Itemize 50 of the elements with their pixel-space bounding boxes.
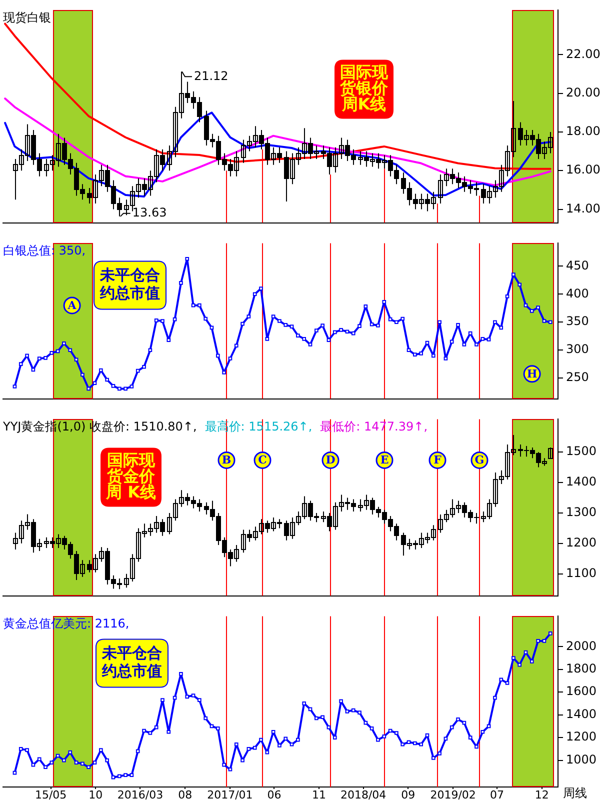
x-tick-label: 2018/04 bbox=[340, 788, 386, 800]
x-tick-label: 07 bbox=[490, 788, 504, 800]
ref-line-label: G bbox=[474, 454, 484, 467]
annotation: 13.63 bbox=[132, 206, 167, 220]
y-tick-label: 1200 bbox=[566, 730, 597, 744]
ref-line-label: E bbox=[380, 454, 389, 467]
y-tick-label: 1400 bbox=[566, 474, 597, 489]
y-tick-label: 2000 bbox=[566, 638, 597, 653]
chart-title: 白银总值: 350, bbox=[3, 243, 86, 258]
ref-line-label: B bbox=[222, 454, 232, 467]
band-label: A bbox=[66, 298, 77, 312]
y-tick-label: 350 bbox=[566, 314, 589, 328]
x-tick-label: 12 bbox=[534, 788, 549, 800]
y-tick-label: 300 bbox=[566, 342, 589, 356]
y-tick-label: 16.00 bbox=[566, 162, 600, 177]
y-tick-label: 1400 bbox=[566, 706, 597, 721]
y-tick-label: 20.00 bbox=[566, 85, 600, 100]
annotation: 国际现货银价周K线 bbox=[339, 62, 389, 114]
chart-title: 现货白银 bbox=[3, 10, 51, 24]
annotation: 未平仓合约总市值 bbox=[99, 266, 160, 302]
x-tick-label: 09 bbox=[401, 788, 416, 800]
annotation: 未平仓合约总市值 bbox=[101, 644, 162, 680]
y-tick-label: 450 bbox=[566, 258, 589, 272]
y-tick-label: 1800 bbox=[566, 662, 597, 676]
y-tick-label: 400 bbox=[566, 286, 589, 300]
x-tick-label: 2019/02 bbox=[430, 788, 476, 800]
y-tick-label: 18.00 bbox=[566, 124, 600, 138]
x-tick-label: 15/05 bbox=[34, 788, 67, 800]
x-tick-label: 10 bbox=[88, 788, 103, 800]
ref-line-label: F bbox=[434, 454, 442, 467]
x-tick-label: 11 bbox=[312, 788, 326, 800]
y-tick-label: 1500 bbox=[566, 444, 597, 458]
y-tick-label: 1000 bbox=[566, 752, 597, 766]
y-tick-label: 1300 bbox=[566, 505, 597, 520]
x-tick-label: 06 bbox=[267, 788, 282, 800]
y-tick-label: 22.00 bbox=[566, 46, 600, 61]
y-tick-label: 14.00 bbox=[566, 201, 600, 216]
ref-line-label: C bbox=[258, 454, 268, 467]
x-tick-label: 2017/01 bbox=[207, 788, 253, 800]
x-tick-label: 2016/03 bbox=[117, 788, 164, 800]
annotation: 国际现货金价周 K线 bbox=[105, 450, 156, 502]
y-tick-label: 1600 bbox=[566, 684, 597, 698]
x-tick-label: 08 bbox=[178, 788, 192, 800]
band-label: H bbox=[526, 367, 538, 380]
y-tick-label: 1100 bbox=[566, 566, 597, 580]
text: 周线 bbox=[563, 786, 587, 800]
y-tick-label: 1200 bbox=[566, 536, 597, 550]
annotation: 21.12 bbox=[194, 68, 228, 83]
y-tick-label: 250 bbox=[566, 370, 589, 384]
ref-line-label: D bbox=[326, 454, 336, 467]
